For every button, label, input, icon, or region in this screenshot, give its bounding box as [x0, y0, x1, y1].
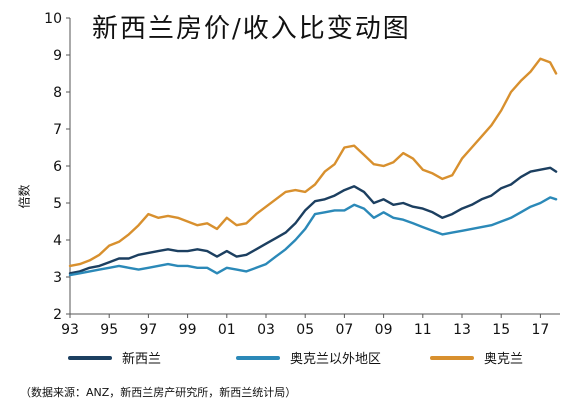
x-tick-label: 93 — [61, 322, 79, 338]
legend-swatch-nz — [68, 355, 112, 360]
x-tick-label: 03 — [257, 322, 275, 338]
series-line-2 — [68, 57, 558, 268]
y-tick-label: 6 — [53, 159, 62, 175]
y-tick-label: 5 — [53, 196, 62, 212]
x-tick-label: 09 — [375, 322, 393, 338]
x-tick-label: 17 — [531, 322, 549, 338]
x-tick-label: 99 — [179, 322, 197, 338]
y-tick-label: 10 — [44, 11, 62, 27]
series-lines — [68, 57, 558, 277]
x-tick-label: 97 — [139, 322, 157, 338]
axes: 2 3 4 5 6 7 8 9 10 93 95 97 99 01 03 05 07 09 11 13 15 17 — [44, 11, 560, 338]
legend-label-auckland: 奥克兰 — [484, 352, 524, 367]
x-tick-label: 15 — [492, 322, 510, 338]
series-line-1 — [68, 196, 558, 277]
x-tick-label: 11 — [414, 322, 432, 338]
chart-title: 新西兰房价/收入比变动图 — [92, 14, 411, 44]
y-tick-label: 4 — [53, 233, 62, 249]
y-tick-label: 2 — [53, 307, 62, 323]
source-note: （数据来源：ANZ，新西兰房产研究所，新西兰统计局） — [20, 386, 297, 399]
y-tick-label: 7 — [53, 122, 62, 138]
x-tick-label: 95 — [100, 322, 118, 338]
y-tick-label: 3 — [53, 270, 62, 286]
series-line-0 — [68, 166, 558, 275]
x-tick-label: 07 — [335, 322, 353, 338]
y-tick-label: 9 — [53, 48, 62, 64]
legend-swatch-auckland — [430, 355, 474, 360]
y-tick-label: 8 — [53, 85, 62, 101]
legend-item-nz: 新西兰 — [68, 348, 161, 367]
legend-swatch-outside-auckland — [236, 355, 280, 360]
x-tick-label: 01 — [218, 322, 236, 338]
legend-item-auckland: 奥克兰 — [430, 348, 523, 367]
x-tick-label: 13 — [453, 322, 471, 338]
legend: 新西兰 奥克兰以外地区 奥克兰 — [0, 348, 571, 370]
legend-label-outside-auckland: 奥克兰以外地区 — [290, 352, 382, 367]
x-tick-label: 05 — [296, 322, 314, 338]
legend-label-nz: 新西兰 — [122, 352, 162, 367]
legend-item-outside-auckland: 奥克兰以外地区 — [236, 348, 381, 367]
